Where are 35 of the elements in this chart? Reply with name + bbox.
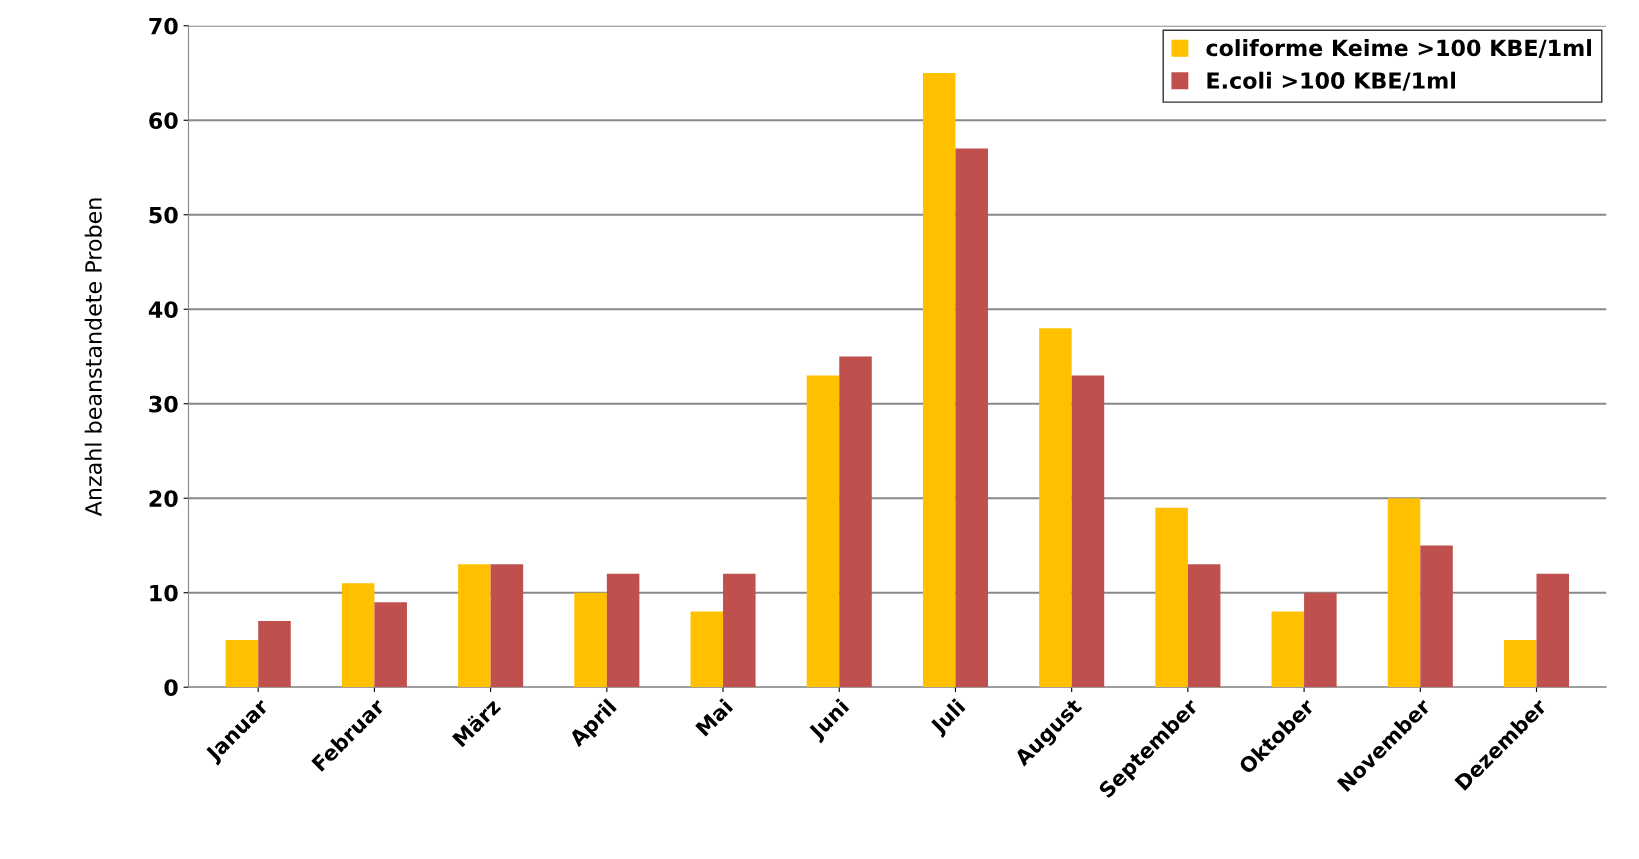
bar: [341, 583, 375, 688]
bar: [374, 602, 407, 688]
legend-label: coliforme Keime >100 KBE/1ml: [1206, 39, 1592, 59]
bar: [258, 621, 291, 688]
bar: [922, 73, 956, 688]
y-tick-label: 10: [150, 584, 178, 602]
bar: [490, 564, 524, 688]
bar: [1536, 573, 1570, 688]
y-tick-label: 70: [149, 17, 178, 35]
y-tick-label: 50: [149, 206, 178, 224]
bar: [1420, 545, 1453, 688]
bar: [839, 356, 872, 688]
y-tick-label: 20: [149, 490, 178, 507]
bar: [1187, 564, 1221, 688]
bar: [1503, 639, 1537, 688]
bar: [690, 611, 724, 688]
bar: [1071, 375, 1105, 688]
bar: [225, 639, 259, 688]
bar: [574, 592, 607, 688]
y-tick-label: 30: [149, 395, 178, 413]
bar: [1304, 592, 1337, 688]
y-tick-label: 60: [149, 112, 178, 130]
bar: [955, 148, 988, 688]
bar: [1387, 498, 1421, 688]
bar: [458, 564, 491, 688]
legend-label: E.coli >100 KBE/1ml: [1207, 71, 1456, 91]
bar: [1039, 328, 1072, 688]
y-tick-label: 40: [148, 301, 178, 318]
bar: [806, 375, 840, 688]
y-tick-label: 0: [164, 679, 178, 696]
bar: [1155, 507, 1188, 688]
bar: [723, 573, 756, 688]
bar: [606, 573, 640, 688]
y-axis-title: Anzahl beanstandete Proben: [84, 198, 102, 517]
bar: [1271, 611, 1305, 688]
